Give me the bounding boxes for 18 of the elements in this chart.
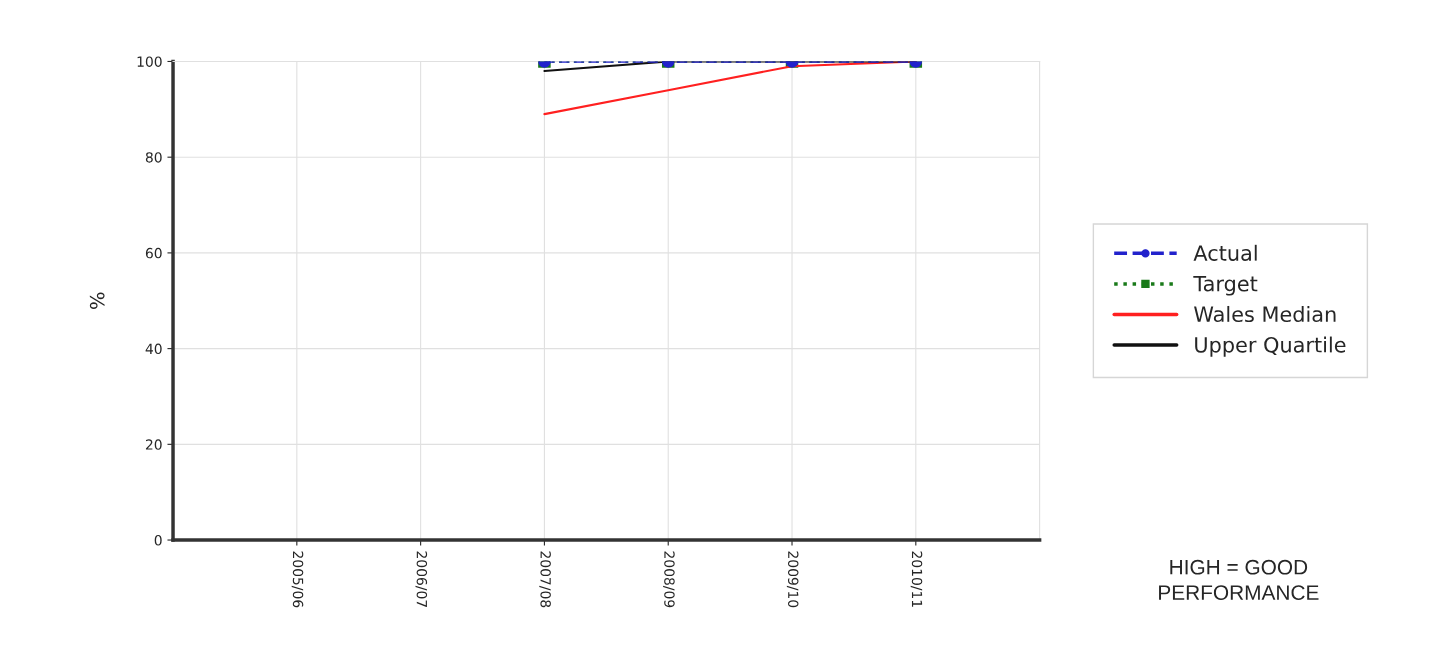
legend-label: Actual [1193, 244, 1257, 261]
x-tick-label: 2010/11 [910, 551, 923, 607]
legend-label: Target [1193, 276, 1258, 296]
x-tick-label: 2008/09 [663, 551, 675, 608]
y-tick-label: 20 [145, 439, 162, 450]
y-tick-label: 60 [145, 247, 162, 259]
text: HIGH = GOOD PERFORMANCE [1159, 559, 1319, 600]
x-tick-label: 2006/07 [415, 551, 428, 607]
y-tick-label: 80 [145, 152, 162, 163]
x-tick-label: 2009/10 [786, 551, 799, 608]
legend-label: Wales Median [1194, 305, 1336, 323]
y-tick-label: 40 [145, 343, 162, 355]
y-axis-title: % [89, 292, 105, 309]
x-tick-label: 2007/08 [539, 551, 551, 608]
y-tick-label: 100 [137, 56, 162, 67]
legend-label: Upper Quartile [1195, 336, 1346, 357]
y-tick-label: 0 [154, 535, 162, 546]
x-tick-label: 2005/06 [291, 551, 304, 608]
